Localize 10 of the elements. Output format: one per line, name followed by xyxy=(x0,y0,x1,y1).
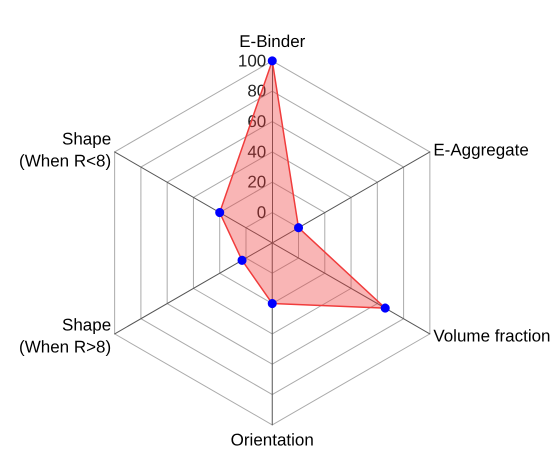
y-tick-label: 20 xyxy=(247,172,266,192)
spoke-label: Volume fraction xyxy=(433,326,550,346)
y-tick-label: 0 xyxy=(256,203,266,222)
spoke-label: E-Aggregate xyxy=(433,140,529,160)
spoke-label: Orientation xyxy=(230,430,314,450)
spoke-label: Shape (When R<8) xyxy=(19,129,112,170)
spoke-label: Shape (When R>8) xyxy=(19,315,112,356)
spoke-label: E-Binder xyxy=(239,32,306,51)
y-tick-label: 100 xyxy=(238,51,266,70)
y-tick-label: 40 xyxy=(247,142,266,162)
